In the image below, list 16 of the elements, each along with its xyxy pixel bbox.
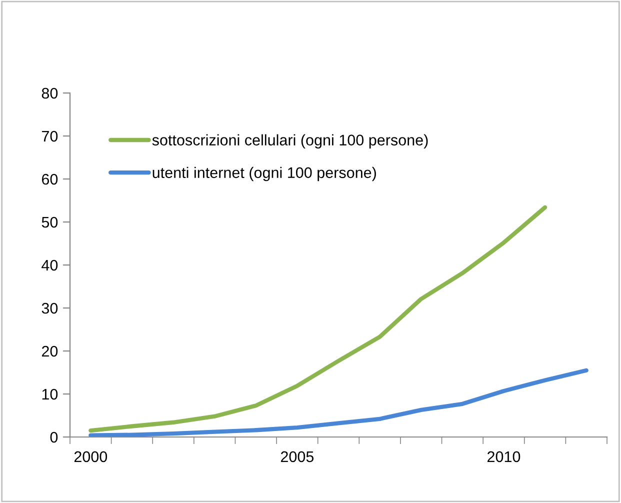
y-tick-label: 20: [42, 346, 58, 357]
y-tick-label: 80: [42, 88, 58, 99]
y-tick-label: 40: [42, 260, 58, 271]
y-tick-label: 30: [42, 302, 58, 314]
x-tick-label: 2010: [488, 451, 520, 462]
x-tick-label: 2000: [74, 451, 108, 462]
y-tick-label: 70: [42, 130, 58, 142]
line-series: [88, 205, 548, 433]
legend-label: utenti internet (ogni 100 persone): [152, 166, 376, 182]
x-tick-label: 2005: [280, 451, 314, 462]
legend-label: sottoscrizioni cellulari (ogni 100 persone): [152, 134, 428, 149]
y-tick-label: 10: [42, 388, 58, 400]
y-tick-label: 50: [42, 216, 58, 228]
line-series: [88, 368, 588, 437]
y-tick-label: 60: [42, 174, 58, 185]
y-tick-label: 0: [50, 432, 58, 443]
